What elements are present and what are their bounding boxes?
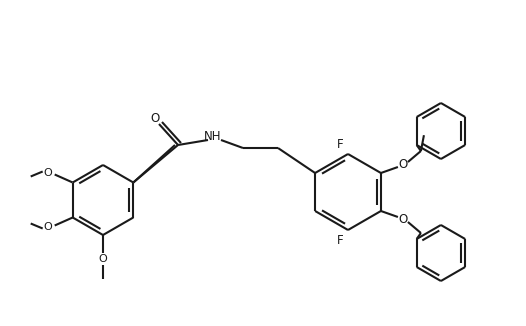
Text: F: F — [337, 138, 343, 151]
Text: F: F — [337, 233, 343, 246]
Text: O: O — [398, 213, 408, 226]
Text: O: O — [99, 254, 107, 264]
Text: O: O — [150, 111, 159, 125]
Text: O: O — [398, 158, 408, 171]
Text: O: O — [43, 221, 52, 231]
Text: NH: NH — [204, 130, 222, 143]
Text: O: O — [43, 169, 52, 179]
